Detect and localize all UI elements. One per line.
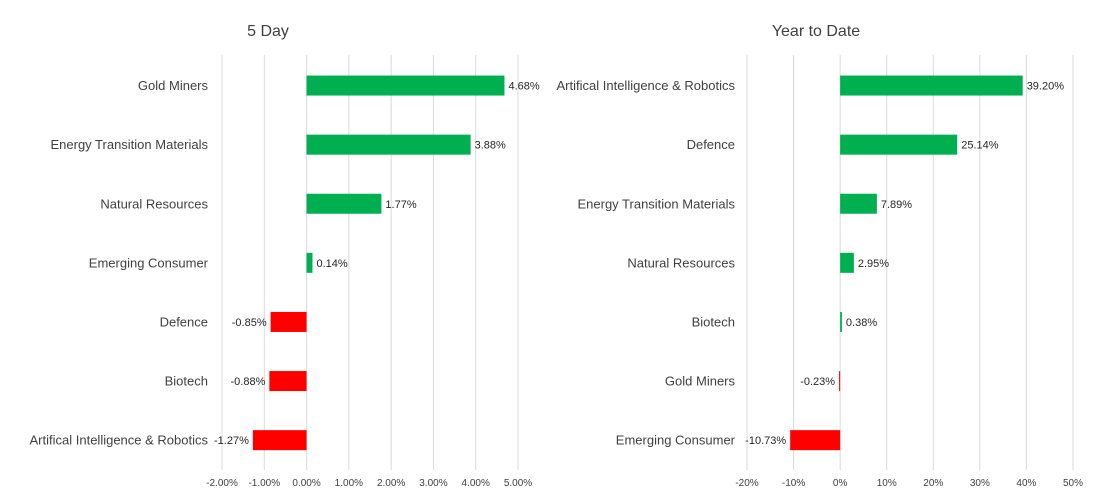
x-tick-label: 20% — [923, 478, 943, 489]
category-label: Emerging Consumer — [616, 433, 736, 448]
data-label: 0.14% — [316, 258, 347, 270]
x-tick-label: 40% — [1016, 478, 1036, 489]
bar — [306, 252, 313, 273]
category-label: Natural Resources — [627, 255, 735, 270]
x-tick-label: 2.00% — [377, 478, 405, 489]
bar — [270, 311, 307, 332]
x-tick-label: -20% — [735, 478, 758, 489]
data-label: -0.23% — [800, 376, 835, 388]
category-label: Defence — [687, 137, 735, 152]
category-label: Energy Transition Materials — [50, 137, 208, 152]
x-tick-label: 10% — [877, 478, 897, 489]
chart-title: 5 Day — [247, 23, 289, 40]
x-tick-label: 50% — [1063, 478, 1083, 489]
x-tick-label: 0% — [833, 478, 848, 489]
data-label: 25.14% — [961, 140, 999, 152]
bar — [306, 134, 471, 155]
category-label: Biotech — [165, 374, 208, 389]
data-label: -10.73% — [745, 435, 786, 447]
x-tick-label: 3.00% — [419, 478, 447, 489]
data-label: 4.68% — [508, 81, 539, 93]
bar — [840, 193, 877, 214]
category-label: Natural Resources — [100, 196, 208, 211]
data-label: 2.95% — [858, 258, 889, 270]
data-label: 7.89% — [881, 199, 912, 211]
x-tick-label: 1.00% — [335, 478, 363, 489]
bar — [840, 134, 958, 155]
chart-title: Year to Date — [772, 23, 860, 40]
x-tick-label: -1.00% — [248, 478, 280, 489]
bar — [269, 371, 307, 392]
x-tick-label: -10% — [782, 478, 805, 489]
x-tick-label: -2.00% — [206, 478, 238, 489]
bar — [306, 75, 505, 96]
bar — [306, 193, 382, 214]
category-label: Biotech — [692, 314, 735, 329]
bar — [839, 371, 841, 392]
x-tick-label: 4.00% — [462, 478, 490, 489]
data-label: -0.88% — [231, 376, 266, 388]
category-label: Defence — [160, 314, 208, 329]
x-tick-label: 0.00% — [292, 478, 320, 489]
data-label: 1.77% — [385, 199, 416, 211]
data-label: 3.88% — [475, 140, 506, 152]
x-tick-label: 5.00% — [504, 478, 532, 489]
category-label: Gold Miners — [138, 78, 209, 93]
year-to-date-chart: Year to Date -20% -10% 0% 10% 20% 30% 40% 50% Ar… — [557, 23, 1084, 489]
category-label: Artifical Intelligence & Robotics — [557, 78, 736, 93]
bar — [790, 430, 841, 451]
data-label: -0.85% — [232, 317, 267, 329]
bar — [252, 430, 307, 451]
bar — [840, 311, 842, 332]
bar — [840, 75, 1023, 96]
category-label: Energy Transition Materials — [577, 196, 735, 211]
x-tick-label: 30% — [970, 478, 990, 489]
data-label: 39.20% — [1027, 81, 1065, 93]
bar — [840, 252, 854, 273]
category-label: Emerging Consumer — [89, 255, 209, 270]
data-label: 0.38% — [846, 317, 877, 329]
five-day-chart: 5 Day -2.00% -1.00% 0.00% 1.00% 2.00% 3.00% 4.… — [30, 23, 540, 489]
category-label: Artifical Intelligence & Robotics — [30, 433, 209, 448]
category-label: Gold Miners — [665, 374, 736, 389]
data-label: -1.27% — [214, 435, 249, 447]
